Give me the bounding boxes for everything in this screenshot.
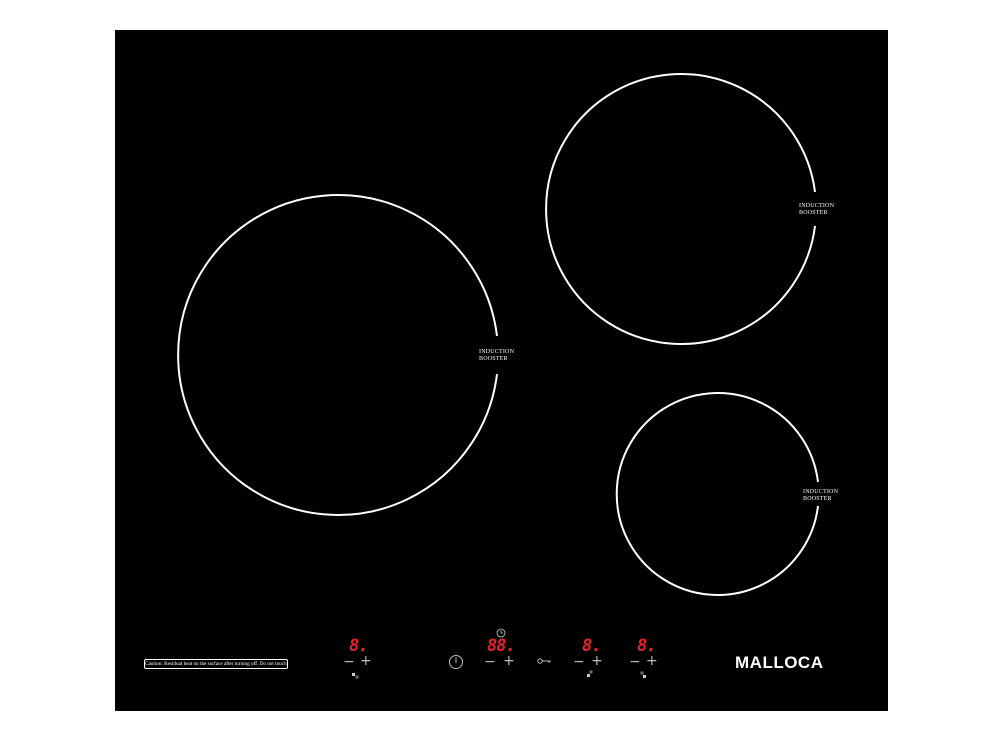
cooktop-glass-surface: INDUCTION BOOSTER INDUCTION BOOSTER INDU… — [115, 30, 888, 711]
cooking-zones-svg — [177, 73, 819, 596]
zone-bottom-right-ring[interactable] — [615, 392, 819, 596]
zone-left-ring[interactable] — [177, 194, 498, 516]
caution-label: Caution: Residual heat on the surface af… — [144, 659, 288, 669]
zone-3-plus-button[interactable]: + — [646, 653, 658, 669]
zone-1-position-icon — [352, 673, 359, 679]
booster-line-2: BOOSTER — [799, 209, 828, 216]
zone-3-minus-button[interactable]: − — [629, 654, 641, 670]
zone-top-right-ring[interactable] — [545, 73, 816, 345]
zone-top-right-booster-label: INDUCTION BOOSTER — [799, 203, 834, 216]
booster-line-2: BOOSTER — [479, 355, 508, 362]
booster-line-1: INDUCTION — [799, 203, 835, 209]
zone-bottom-right-booster-label: INDUCTION BOOSTER — [803, 489, 838, 502]
zone-2-display: 8. — [582, 636, 602, 656]
zone-1-minus-button[interactable]: − — [343, 654, 355, 670]
zone-2-minus-button[interactable]: − — [573, 654, 585, 670]
power-icon[interactable] — [448, 654, 464, 670]
zone-2-plus-button[interactable]: + — [591, 653, 603, 669]
zone-left-booster-label: INDUCTION BOOSTER — [479, 349, 514, 362]
zone-1-plus-button[interactable]: + — [360, 653, 372, 669]
booster-line-1: INDUCTION — [803, 489, 839, 495]
booster-line-1: INDUCTION — [479, 349, 515, 355]
brand-logo: MALLOCA — [735, 653, 824, 672]
zone-1-display: 8. — [349, 636, 369, 656]
timer-minus-button[interactable]: − — [484, 654, 496, 670]
timer-plus-button[interactable]: + — [503, 653, 515, 669]
booster-line-2: BOOSTER — [803, 495, 832, 502]
zone-3-display: 8. — [637, 636, 657, 656]
zone-3-position-icon — [640, 671, 646, 678]
timer-icon — [496, 628, 506, 638]
key-lock-icon[interactable] — [537, 657, 553, 665]
timer-display: 88. — [487, 636, 516, 656]
zone-2-position-icon — [587, 670, 593, 677]
